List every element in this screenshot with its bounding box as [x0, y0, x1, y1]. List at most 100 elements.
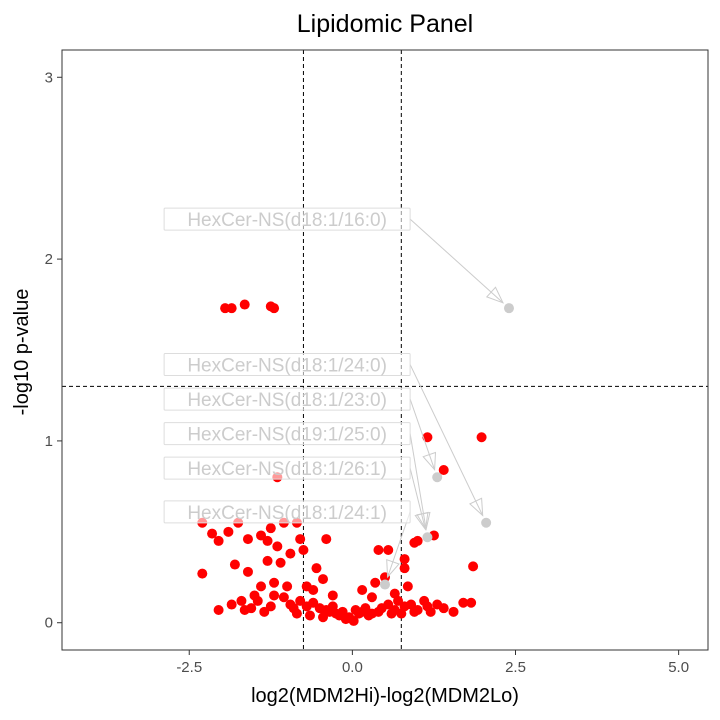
- data-point: [242, 566, 253, 577]
- data-point: [327, 590, 338, 601]
- data-point: [438, 603, 449, 614]
- data-point: [226, 599, 237, 610]
- data-point: [466, 597, 477, 608]
- data-point: [476, 432, 487, 443]
- data-point: [402, 581, 413, 592]
- x-tick-label: 0.0: [342, 659, 363, 676]
- y-tick-label: 3: [45, 69, 53, 86]
- data-point: [275, 557, 286, 568]
- data-point: [226, 303, 237, 314]
- annotation-arrow-line: [409, 364, 484, 516]
- data-point: [242, 534, 253, 545]
- annotation-arrow-head: [414, 511, 429, 531]
- data-point: [256, 581, 267, 592]
- data-point: [399, 563, 410, 574]
- annotation-label: HexCer-NS(d18:1/24:1): [187, 503, 387, 524]
- data-point: [380, 579, 390, 590]
- data-point: [389, 588, 400, 599]
- annotation-arrow-line: [409, 398, 436, 470]
- annotation-label: HexCer-NS(d18:1/16:0): [187, 210, 387, 231]
- data-point: [366, 592, 377, 603]
- data-point: [239, 299, 250, 310]
- data-point: [262, 555, 273, 566]
- annotation-arrow-head: [422, 451, 437, 471]
- annotation-box: [163, 353, 411, 377]
- data-point: [239, 605, 250, 615]
- data-point: [366, 608, 377, 619]
- x-tick-label: 5.0: [668, 659, 689, 676]
- annotation-label: HexCer-NS(d18:1/26:1): [187, 459, 387, 480]
- data-point: [213, 535, 224, 546]
- annotation-arrow-line: [409, 218, 504, 304]
- data-point: [272, 541, 283, 552]
- data-point: [291, 608, 302, 619]
- data-point: [278, 592, 289, 603]
- data-point: [213, 605, 224, 615]
- data-point: [438, 465, 449, 475]
- data-point: [236, 595, 247, 606]
- data-point: [311, 563, 322, 574]
- data-point: [503, 303, 514, 314]
- data-point: [269, 577, 280, 588]
- data-point: [340, 614, 351, 625]
- data-point: [399, 554, 410, 565]
- data-point: [252, 595, 263, 606]
- data-point: [357, 585, 368, 595]
- y-tick-label: 2: [45, 251, 53, 268]
- data-point: [383, 545, 394, 555]
- x-tick-label: -2.5: [176, 659, 202, 676]
- data-point: [318, 574, 329, 585]
- data-point: [282, 581, 293, 592]
- data-point: [468, 561, 479, 572]
- data-point: [409, 537, 420, 548]
- axes: -2.5 0.0 2.5 5.0 0 1 2 3: [45, 49, 709, 676]
- data-point: [422, 432, 433, 443]
- data-point: [301, 581, 312, 592]
- data-point: [422, 601, 433, 612]
- annotation-label: HexCer-NS(d19:1/25:0): [187, 425, 387, 446]
- y-tick-label: 1: [45, 433, 53, 450]
- data-point: [298, 545, 309, 555]
- data-point: [396, 608, 407, 619]
- annotation-label: HexCer-NS(d18:1/23:0): [187, 390, 387, 411]
- annotation-arrow-head: [469, 497, 484, 517]
- data-point: [318, 612, 329, 623]
- data-point: [295, 534, 306, 545]
- panel-border: [61, 49, 709, 651]
- data-point: [422, 532, 433, 543]
- chart-title: Lipidomic Panel: [297, 10, 474, 38]
- plot-area: HexCer-NS(d18:1/16:0) HexCer-NS(d18:1/24:…: [62, 50, 708, 650]
- data-point: [265, 523, 276, 534]
- data-point: [269, 590, 280, 601]
- data-point: [197, 568, 208, 579]
- data-point: [269, 303, 280, 314]
- data-point: [481, 517, 492, 528]
- annotation-label: HexCer-NS(d18:1/24:0): [187, 356, 387, 377]
- annotation-box: [163, 422, 411, 446]
- annotation-box: [163, 500, 411, 524]
- data-point: [432, 472, 443, 483]
- data-point: [409, 606, 420, 617]
- annotation-box: [163, 207, 411, 231]
- x-axis-title: log2(MDM2Hi)-log2(MDM2Lo): [251, 685, 519, 707]
- data-point: [229, 559, 240, 570]
- data-point: [223, 526, 234, 537]
- data-point: [373, 545, 384, 555]
- data-point: [348, 615, 359, 626]
- data-point: [304, 610, 315, 621]
- data-point: [458, 597, 469, 608]
- x-tick-label: 2.5: [505, 659, 526, 676]
- annotation-box: [163, 387, 411, 411]
- data-point: [207, 528, 218, 539]
- annotation-box: [163, 456, 411, 480]
- annotation-arrow-line: [409, 468, 426, 530]
- data-point: [370, 577, 381, 588]
- annotation-arrow-head: [485, 286, 504, 304]
- data-point: [285, 548, 296, 559]
- data-point: [448, 606, 459, 617]
- data-point: [259, 606, 270, 617]
- data-point: [321, 534, 332, 545]
- data-point: [262, 535, 273, 546]
- annotation-arrow-head: [386, 558, 400, 579]
